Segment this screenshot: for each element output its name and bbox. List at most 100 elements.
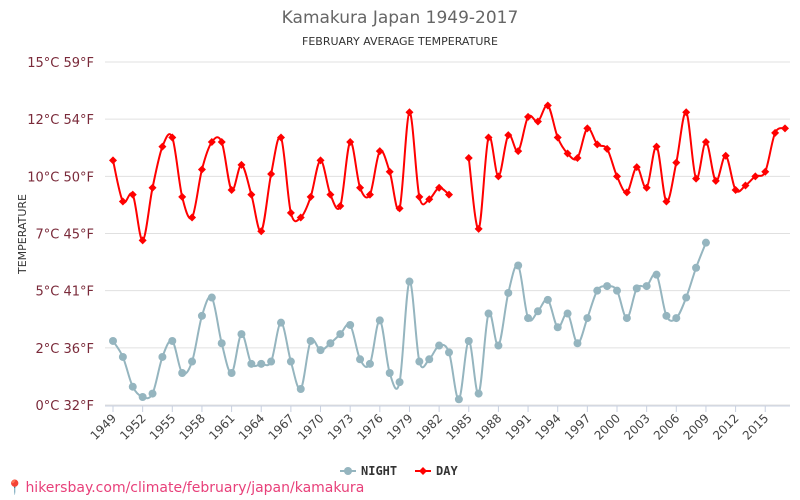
data-point [642,282,651,291]
x-tick-label: 1952 [117,411,148,442]
data-point [257,227,266,236]
x-tick-label: 1976 [354,411,385,442]
data-point [247,190,256,199]
data-point [237,160,246,169]
data-point [267,170,276,179]
data-point [701,238,710,247]
data-point [385,368,394,377]
data-point [751,172,760,181]
data-point [771,128,780,137]
data-point [504,131,513,140]
x-tick-label: 1964 [236,411,267,442]
data-point [425,195,434,204]
y-tick-label: 2°C 36°F [36,342,95,357]
data-point [672,314,681,323]
y-tick-label: 7°C 45°F [36,228,95,243]
data-point [178,368,187,377]
x-tick-label: 2000 [592,411,623,442]
data-point [603,144,612,153]
data-point [277,318,285,327]
data-point [514,261,523,270]
x-tick-label: 2015 [740,411,771,442]
data-point [543,101,552,110]
x-tick-label: 1970 [295,411,326,442]
x-tick-label: 1955 [147,411,178,442]
data-point [533,117,542,126]
x-tick-label: 1988 [473,411,504,442]
watermark-link[interactable]: 📍 hikersbay.com/climate/february/japan/ka… [6,480,364,496]
data-point [613,172,621,181]
map-pin-icon: 📍 [6,480,24,496]
data-point [336,330,345,339]
data-point [622,188,631,197]
data-point [316,156,325,165]
data-point [533,307,542,316]
data-point [781,124,789,133]
data-point [425,355,434,364]
data-point [237,330,246,339]
data-point [405,108,414,117]
y-axis-label: TEMPERATURE [16,194,29,275]
data-point [445,348,453,357]
x-tick-label: 1997 [562,411,593,442]
x-tick-label: 1991 [503,411,534,442]
x-tick-label: 1961 [206,411,237,442]
series-night [109,238,710,404]
data-point [306,192,315,201]
data-point [356,183,365,192]
data-point [652,270,661,279]
data-point [336,202,345,211]
series-line [112,242,707,401]
data-point [267,357,276,366]
data-point [494,341,503,350]
data-point [593,140,602,149]
x-tick-label: 1958 [177,411,208,442]
data-point [375,316,384,325]
legend-item-night: NIGHT [340,464,397,478]
data-point [118,352,127,361]
data-point [553,323,562,332]
y-tick-label: 12°C 54°F [27,113,94,128]
x-tick-label: 2009 [681,411,712,442]
x-tick-label: 1985 [443,411,474,442]
data-point [217,138,226,147]
data-point [178,192,187,201]
data-point [632,284,641,293]
data-point [326,190,335,199]
data-point [188,213,197,222]
x-tick-label: 1994 [532,411,563,442]
data-point [435,341,444,350]
series-day [109,101,789,245]
data-point [316,346,325,355]
data-point [326,339,335,348]
data-point [662,311,671,320]
data-point [494,172,503,181]
data-point [454,395,463,404]
data-point [168,336,177,345]
series-line [467,104,786,230]
data-point [365,359,374,368]
x-tick-label: 1979 [384,411,415,442]
x-tick-label: 1949 [88,411,119,442]
data-point [524,112,533,121]
data-point [415,357,424,366]
x-tick-label: 2012 [710,411,741,442]
data-point [296,213,305,222]
legend-label: NIGHT [361,464,397,478]
data-point [188,357,197,366]
data-point [484,309,493,318]
x-tick-label: 2006 [651,411,682,442]
data-point [207,293,216,302]
legend-item-day: DAY [415,464,458,478]
data-point [603,282,612,291]
data-point [632,163,641,172]
chart-subtitle: FEBRUARY AVERAGE TEMPERATURE [302,35,498,48]
data-point [682,108,691,117]
data-point [474,224,483,233]
data-point [395,204,404,213]
data-point [583,124,592,133]
data-point [682,293,691,302]
data-point [741,181,750,190]
data-point [217,339,226,348]
